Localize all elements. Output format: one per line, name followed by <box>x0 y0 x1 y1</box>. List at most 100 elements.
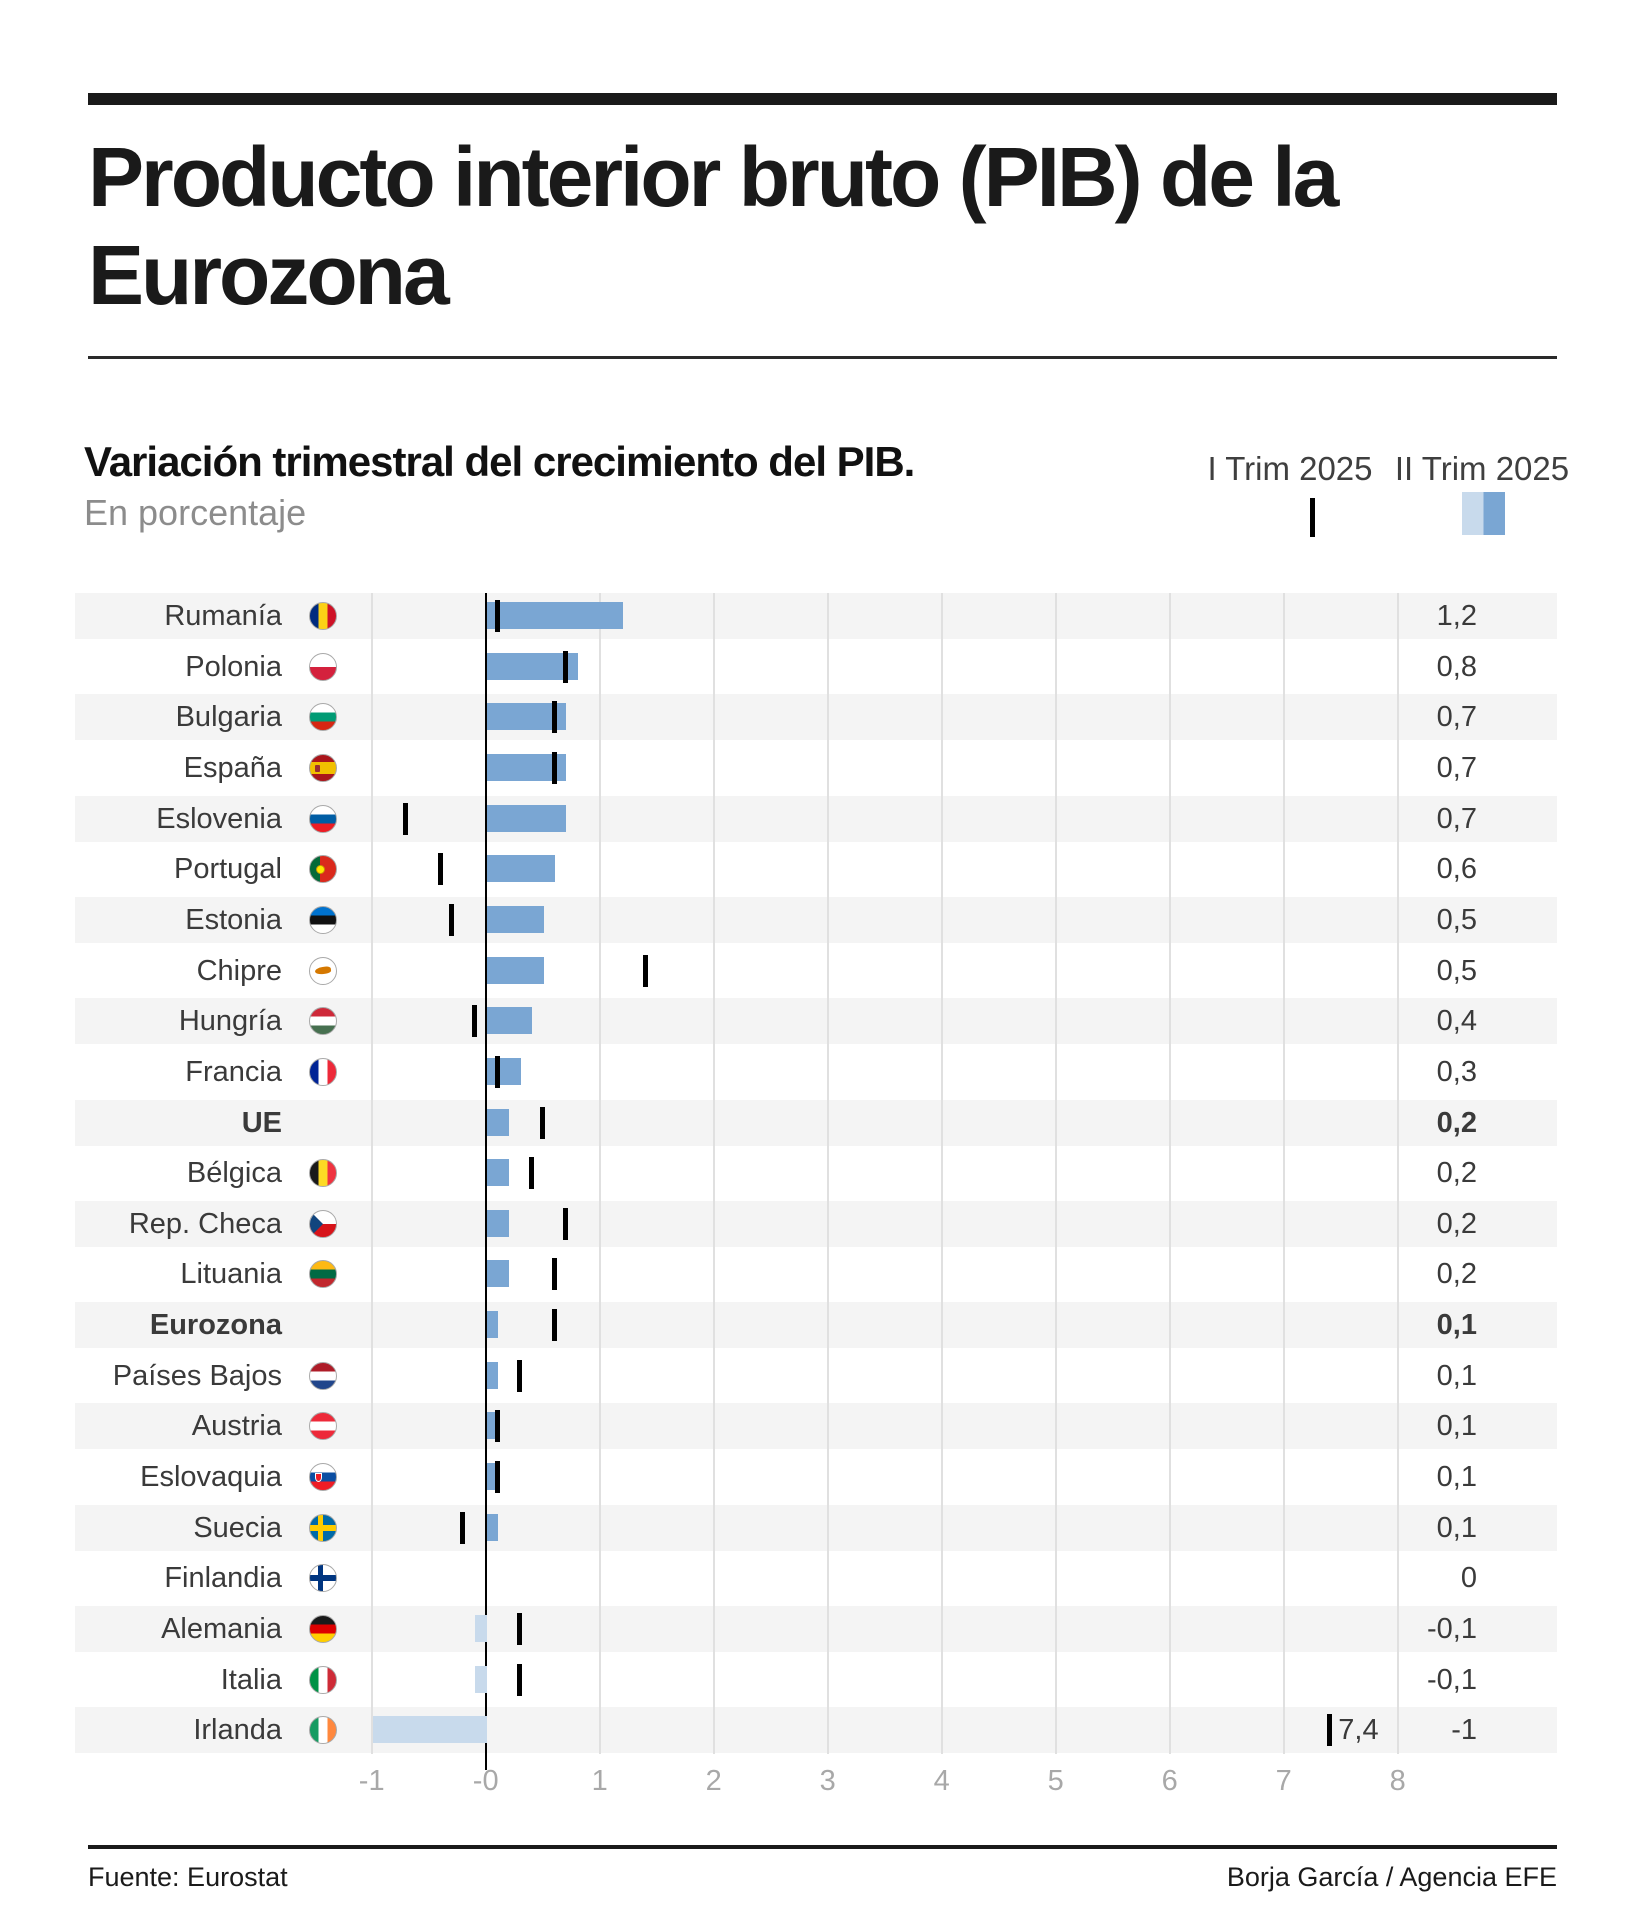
country-label: Estonia <box>185 903 282 936</box>
country-label: Rep. Checa <box>128 1207 282 1240</box>
value-label: 0,2 <box>1436 1157 1477 1190</box>
ro-flag-icon <box>309 602 337 630</box>
country-label: Países Bajos <box>112 1359 282 1392</box>
country-row: Bélgica 0,2 <box>75 1150 1557 1196</box>
top-rule <box>88 93 1557 105</box>
country-row: España 0,7 <box>75 745 1557 791</box>
x-axis-label: 5 <box>1047 1765 1064 1797</box>
at-flag-icon <box>309 1412 337 1441</box>
x-axis-label: 2 <box>705 1765 722 1797</box>
country-row: Suecia 0,1 <box>75 1505 1557 1551</box>
x-axis-label: 7 <box>1275 1765 1292 1797</box>
q2-bar <box>486 652 578 680</box>
q1-tick <box>494 1410 500 1443</box>
q2-bar <box>486 1057 521 1085</box>
q1-tick <box>449 903 454 936</box>
sk-flag-icon <box>309 1463 337 1492</box>
be-flag-icon <box>309 1159 337 1188</box>
gridline <box>712 593 715 1754</box>
footer-divider <box>88 1845 1557 1849</box>
country-row: Eslovenia 0,7 <box>75 796 1557 842</box>
country-row: Portugal 0,6 <box>75 846 1557 892</box>
country-label: Rumanía <box>164 600 282 632</box>
q1-tick <box>642 954 648 987</box>
value-label: 0,2 <box>1436 1207 1477 1240</box>
country-row: Estonia 0,5 <box>75 897 1557 943</box>
q2-bar <box>475 1665 487 1693</box>
q1-tick <box>494 1055 500 1088</box>
q1-tick <box>563 650 568 683</box>
q2-bar <box>486 1260 510 1288</box>
country-label: Lituania <box>180 1258 282 1291</box>
country-label: Portugal <box>173 853 282 886</box>
country-row: Irlanda 7,4 -1 <box>75 1707 1557 1753</box>
value-label: 0,7 <box>1436 802 1477 835</box>
value-label: 0,7 <box>1436 751 1477 784</box>
chart-subtitle: Variación trimestral del crecimiento del… <box>84 438 915 485</box>
q1-tick <box>403 802 409 835</box>
lt-flag-icon <box>309 1260 337 1289</box>
q2-bar <box>486 905 544 933</box>
q1-tick <box>437 853 443 886</box>
gridline <box>1396 593 1399 1754</box>
source-credit: Fuente: Eurostat <box>88 1862 288 1892</box>
country-label: Italia <box>220 1663 282 1696</box>
si-flag-icon <box>309 804 337 833</box>
es-flag-icon <box>309 753 337 782</box>
q2-bar <box>486 1108 510 1136</box>
value-label: 1,2 <box>1436 600 1477 632</box>
x-axis: -1 -0 1 2 3 4 5 6 7 8 <box>75 1765 1557 1805</box>
q2-bar <box>486 1412 499 1440</box>
country-row: Chipre 0,5 <box>75 948 1557 994</box>
value-label: 0,1 <box>1436 1410 1477 1443</box>
country-row: Rep. Checa 0,2 <box>75 1201 1557 1247</box>
value-label: 0,2 <box>1436 1258 1477 1291</box>
value-label: 0,8 <box>1436 650 1477 683</box>
country-label: Alemania <box>161 1613 282 1645</box>
q1-tick <box>563 1207 568 1240</box>
country-label: España <box>183 751 282 784</box>
x-axis-label: -1 <box>358 1765 385 1797</box>
country-row: Rumanía 1,2 <box>75 593 1557 639</box>
q2-bar <box>486 1361 499 1389</box>
x-axis-label: 6 <box>1161 1765 1178 1797</box>
value-label: -0,1 <box>1427 1663 1477 1696</box>
legend-q2-bar-swatch <box>1462 492 1505 535</box>
q2-bar <box>486 602 624 629</box>
value-label: 0 <box>1460 1562 1477 1595</box>
country-row: UE 0,2 <box>75 1100 1557 1146</box>
q1-tick <box>551 701 557 734</box>
value-label: 0,3 <box>1436 1055 1477 1088</box>
cy-flag-icon <box>309 956 337 985</box>
country-row: Italia -0,1 <box>75 1657 1557 1703</box>
country-row: Austria 0,1 <box>75 1403 1557 1449</box>
ee-flag-icon <box>309 905 337 934</box>
country-label: Austria <box>191 1410 282 1443</box>
country-label: Irlanda <box>193 1714 282 1747</box>
author-credit: Borja García / Agencia EFE <box>1226 1862 1557 1892</box>
country-label: Bulgaria <box>175 701 282 734</box>
country-label: Chipre <box>196 954 282 987</box>
country-label: Polonia <box>185 650 282 683</box>
gridline <box>940 593 943 1754</box>
fi-flag-icon <box>309 1564 337 1593</box>
value-label: 0,5 <box>1436 954 1477 987</box>
q1-tick <box>540 1106 546 1139</box>
country-label: UE <box>241 1106 282 1139</box>
gridline <box>598 593 601 1754</box>
value-label: 0,6 <box>1436 853 1477 886</box>
hu-flag-icon <box>309 1007 337 1036</box>
page-title: Producto interior bruto (PIB) de la Euro… <box>88 128 1568 324</box>
title-divider <box>88 356 1557 359</box>
x-axis-label: -0 <box>472 1765 499 1797</box>
value-label: 0,2 <box>1436 1106 1477 1139</box>
legend-q1-tick-swatch <box>1310 498 1315 537</box>
gridline <box>370 593 373 1754</box>
q2-bar <box>486 855 556 883</box>
country-row: Hungría 0,4 <box>75 998 1557 1044</box>
pl-flag-icon <box>309 652 337 681</box>
country-row: Lituania 0,2 <box>75 1251 1557 1297</box>
value-label: -0,1 <box>1427 1613 1477 1645</box>
gridline <box>1282 593 1285 1754</box>
